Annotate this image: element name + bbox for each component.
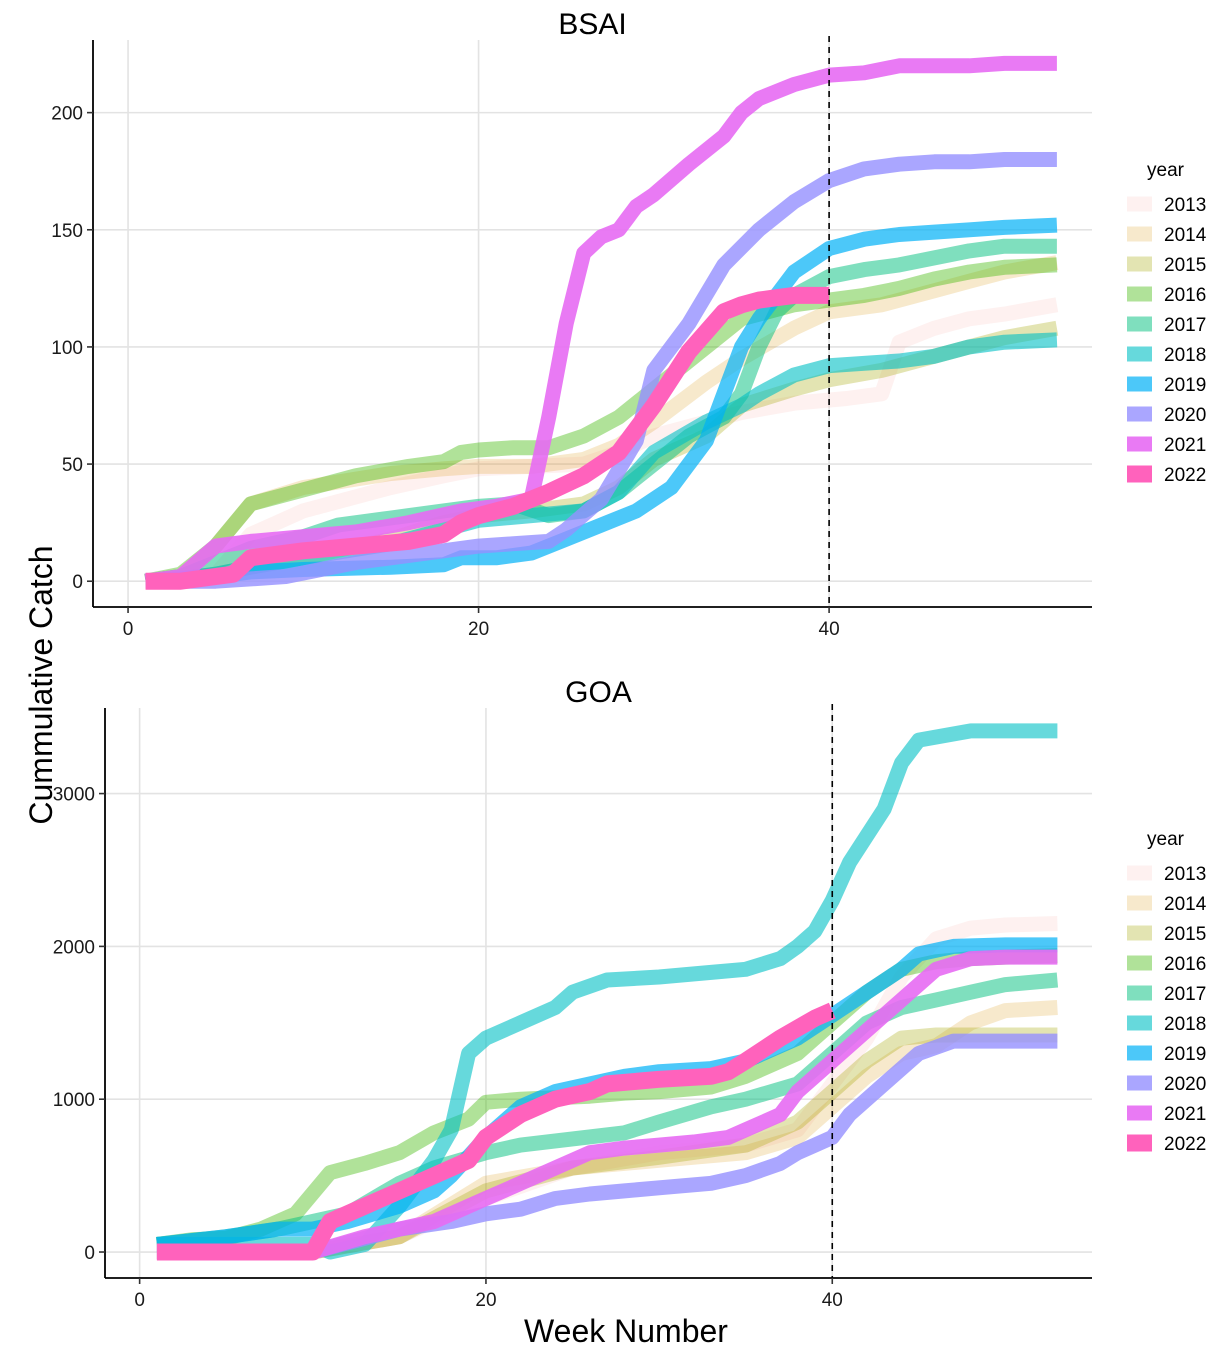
legend-label-2013: 2013 (1164, 864, 1206, 885)
x-tick-label: 40 (822, 1290, 843, 1311)
legend-label-2018: 2018 (1164, 1014, 1206, 1035)
legend-label-2017: 2017 (1164, 984, 1206, 1005)
series-line-2017 (156, 972, 1059, 1252)
legend-label-2021: 2021 (1164, 435, 1206, 456)
x-tick-label: 0 (123, 619, 134, 640)
legend-title: year (1147, 160, 1185, 181)
y-axis-title: Cummulative Catch (23, 545, 59, 824)
legend-label-2015: 2015 (1164, 255, 1206, 276)
y-tick-label: 3000 (53, 785, 95, 806)
panel-title: BSAI (558, 8, 626, 41)
x-tick-label: 40 (819, 619, 840, 640)
goa-panel: GOA 0 1000 2000 3000 0 20 40 (53, 676, 1092, 1311)
legend-label-2022: 2022 (1164, 465, 1206, 486)
legend-title: year (1147, 829, 1185, 850)
y-tick-label: 0 (72, 572, 83, 593)
bsai-panel: BSAI 0 50 100 150 200 0 20 40 (51, 8, 1092, 640)
y-tick-label: 2000 (53, 937, 95, 958)
x-axis-title: Week Number (524, 1313, 728, 1349)
y-tick-label: 0 (84, 1243, 95, 1264)
series-line-2021 (156, 949, 1058, 1260)
x-tick-label: 20 (468, 619, 489, 640)
series-line-2020 (145, 152, 1057, 589)
legend-label-2021: 2021 (1164, 1104, 1206, 1125)
goa-legend: year 2013 2014 2015 2016 2017 2018 2019 2020 2021… (1127, 829, 1207, 1155)
series-line-2022 (156, 1002, 836, 1261)
legend-label-2018: 2018 (1164, 345, 1206, 366)
x-tick-label: 20 (475, 1290, 496, 1311)
legend-label-2017: 2017 (1164, 315, 1206, 336)
y-tick-label: 50 (62, 455, 83, 476)
legend-label-2022: 2022 (1164, 1134, 1206, 1155)
legend-label-2013: 2013 (1164, 195, 1206, 216)
y-tick-label: 150 (51, 221, 83, 242)
legend-label-2016: 2016 (1164, 954, 1206, 975)
bsai-legend: year 2013 2014 2015 2016 2017 2018 2019 2020 2021… (1127, 160, 1207, 486)
series-line-2016 (144, 257, 1058, 589)
x-tick-label: 0 (134, 1290, 145, 1311)
legend-label-2014: 2014 (1164, 894, 1207, 915)
series-line-2021 (144, 55, 1057, 589)
panel-title: GOA (565, 676, 632, 709)
y-tick-label: 100 (51, 338, 83, 359)
legend-label-2019: 2019 (1164, 375, 1206, 396)
legend-label-2020: 2020 (1164, 1074, 1206, 1095)
legend-label-2016: 2016 (1164, 285, 1206, 306)
series-line-2022 (145, 286, 830, 590)
legend-label-2014: 2014 (1164, 225, 1207, 246)
legend-label-2019: 2019 (1164, 1044, 1206, 1065)
legend-label-2020: 2020 (1164, 405, 1206, 426)
legend-label-2015: 2015 (1164, 924, 1206, 945)
y-tick-label: 1000 (53, 1090, 95, 1111)
y-tick-label: 200 (51, 104, 83, 125)
